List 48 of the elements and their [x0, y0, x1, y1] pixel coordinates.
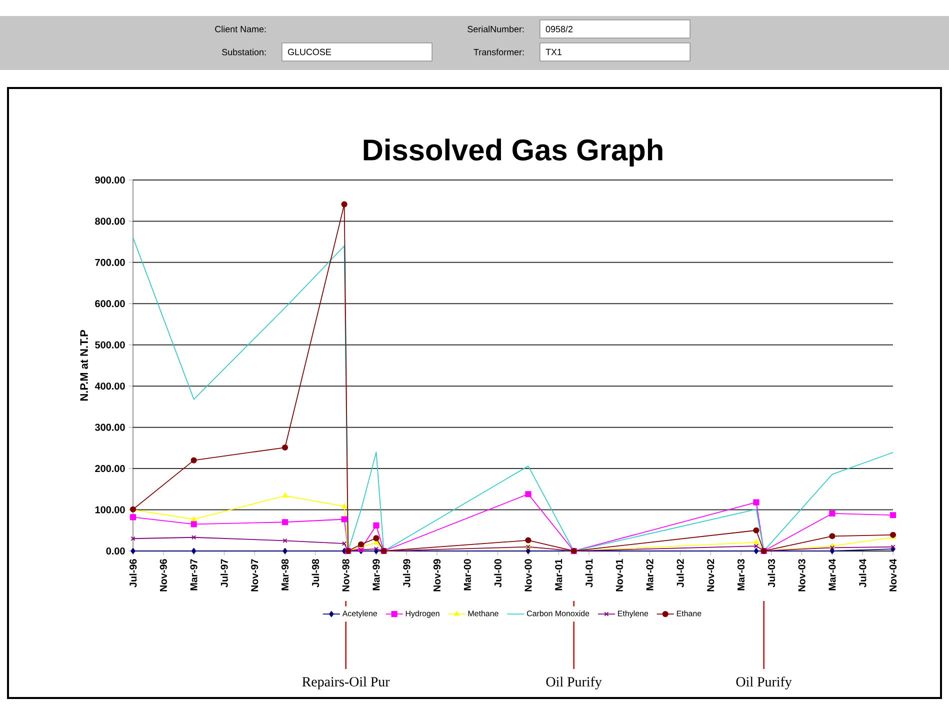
y-tick-label: 600.00	[95, 300, 125, 308]
x-tick-label: Jul-99	[402, 559, 410, 588]
chart-title: Dissolved Gas Graph	[364, 138, 662, 166]
x-tick-label: Jul-96	[129, 559, 137, 588]
x-tick-label: Mar-01	[555, 559, 562, 590]
x-tick-label: Jul-97	[220, 559, 228, 588]
x-tick-label: Nov-96	[160, 559, 167, 592]
x-tick-label: Mar-98	[281, 559, 289, 590]
x-tick-label: Mar-99	[372, 559, 380, 590]
y-tick-label: 300.00	[95, 424, 125, 431]
x-tick-label: Nov-01	[616, 559, 623, 592]
x-tick-label: Jul-02	[676, 559, 684, 588]
y-tick-label: 400.00	[94, 382, 125, 390]
y-axis-title: N.P.M at N.T.P	[80, 330, 88, 401]
text: Client Name:	[215, 26, 266, 32]
y-tick-label: 100.00	[95, 506, 125, 514]
y-tick-label: 200.00	[95, 465, 125, 472]
text: GLUCOSE	[288, 48, 331, 56]
x-tick-label: Nov-04	[889, 558, 897, 592]
x-tick-label: Nov-98	[342, 559, 350, 592]
text: 0958/2	[546, 26, 572, 32]
ref-line-label: Oil Purify	[736, 676, 792, 690]
x-tick-label: Nov-00	[524, 559, 532, 592]
y-tick-label: 900.00	[95, 176, 125, 184]
y-tick-label: 500.00	[95, 341, 125, 348]
x-tick-label: Jul-04	[858, 558, 866, 588]
y-tick-label: 800.00	[95, 218, 125, 225]
x-tick-label: Mar-97	[190, 559, 198, 590]
x-tick-label: Nov-02	[707, 559, 714, 592]
x-tick-label: Nov-97	[251, 559, 258, 592]
y-tick-label: 700.00	[95, 258, 125, 266]
text: SerialNumber:	[468, 26, 524, 32]
text: Transformer:	[474, 48, 524, 56]
x-tick-label: Nov-99	[433, 559, 441, 592]
x-tick-label: Jul-03	[768, 559, 776, 588]
x-tick-label: Mar-00	[464, 559, 471, 590]
text: Substation:	[222, 48, 266, 56]
x-tick-label: Nov-03	[798, 559, 806, 592]
x-tick-label: Mar-03	[737, 559, 745, 590]
ref-line-label: Repairs-Oil Pur	[302, 676, 390, 690]
text: TX1	[546, 48, 562, 56]
x-tick-label: Jul-98	[312, 559, 320, 588]
ref-line-label: Oil Purify	[546, 676, 602, 690]
y-tick-label: 0.00	[106, 547, 125, 555]
x-tick-label: Jul-01	[585, 559, 593, 588]
x-tick-label: Jul-00	[494, 559, 502, 588]
x-tick-label: Mar-02	[646, 559, 654, 590]
x-tick-label: Mar-04	[828, 558, 836, 590]
